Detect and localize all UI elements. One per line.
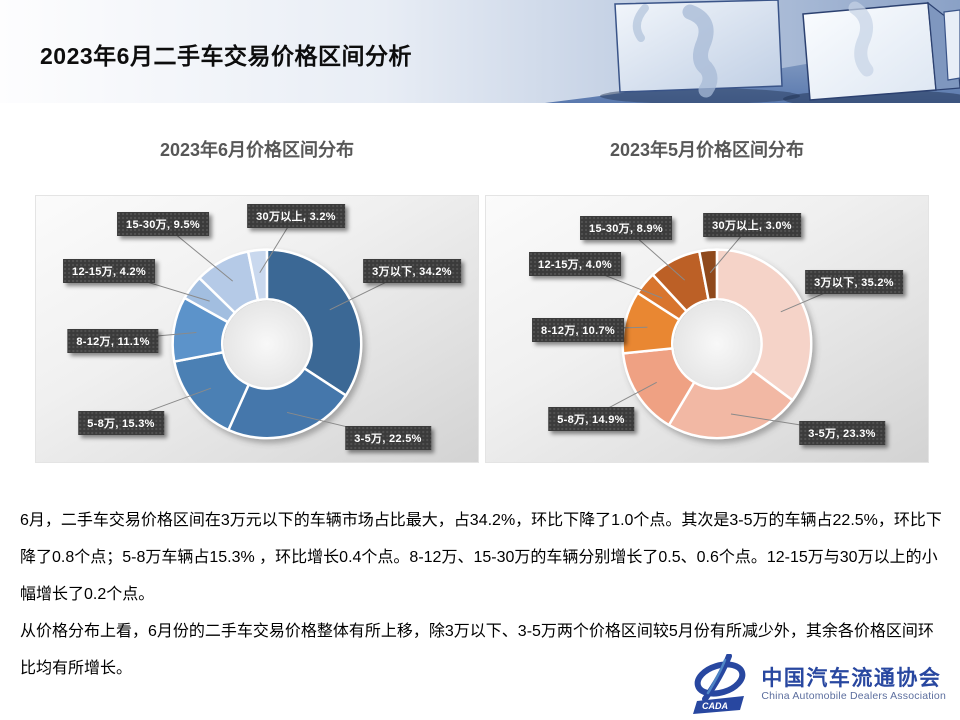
cada-org-name-en: China Automobile Dealers Association	[761, 690, 946, 702]
chart-block-june: 2023年6月价格区间分布 3万以下, 34.2% 3-5万, 22.5% 5-8万…	[35, 103, 479, 473]
slice-label-12-15万: 12-15万, 4.0%	[529, 252, 621, 276]
donut-hole	[673, 300, 761, 388]
donut-slice-3-5万	[227, 367, 348, 440]
cada-logo-icon: CADA	[693, 654, 746, 714]
donut-chart	[108, 215, 411, 440]
slice-label-8-12万: 8-12万, 11.1%	[67, 329, 159, 353]
donut-chart	[574, 224, 853, 440]
slice-label-12-15万: 12-15万, 4.2%	[63, 259, 155, 283]
chart-panel-june: 3万以下, 34.2% 3-5万, 22.5% 5-8万, 15.3% 8-12万, …	[35, 195, 479, 463]
chart-row: 2023年6月价格区间分布 3万以下, 34.2% 3-5万, 22.5% 5-8万…	[0, 103, 960, 478]
donut-slice-3-5万	[667, 369, 794, 440]
slice-label-8-12万: 8-12万, 10.7%	[532, 318, 624, 342]
slice-label-30万以上: 30万以上, 3.0%	[703, 213, 801, 237]
donut-hole	[223, 300, 311, 388]
chart-title-june: 2023年6月价格区间分布	[159, 140, 355, 160]
slice-label-15-30万: 15-30万, 8.9%	[580, 216, 672, 240]
donut-slice-30万以上	[698, 248, 719, 302]
header: 2023年6月二手车交易价格区间分析	[0, 0, 960, 103]
analysis-text: 6月，二手车交易价格区间在3万元以下的车辆市场占比最大，占34.2%，环比下降了…	[20, 502, 942, 687]
cada-org-name-cn: 中国汽车流通协会	[761, 666, 942, 690]
slice-label-5-8万: 5-8万, 15.3%	[78, 411, 164, 435]
slice-label-15-30万: 15-30万, 9.5%	[117, 212, 209, 236]
cada-logo: CADA 中国汽车流通协会 China Automobile Dealers A…	[691, 654, 946, 714]
analysis-paragraph-1: 6月，二手车交易价格区间在3万元以下的车辆市场占比最大，占34.2%，环比下降了…	[20, 512, 942, 603]
analysis-paragraph-2: 从价格分布上看，6月份的二手车交易价格整体有所上移，除3万以下、3-5万两个价格…	[20, 623, 934, 677]
slice-label-3-5万: 3-5万, 22.5%	[345, 426, 431, 450]
chart-title-may: 2023年5月价格区间分布	[609, 140, 805, 160]
donut-slice-30万以上	[246, 248, 269, 302]
slice-label-5-8万: 5-8万, 14.9%	[548, 407, 634, 431]
slice-label-3-5万: 3-5万, 23.3%	[799, 421, 885, 445]
slice-label-3万以下: 3万以下, 34.2%	[363, 259, 461, 283]
header-cubes-decoration	[0, 0, 960, 103]
slice-label-3万以下: 3万以下, 35.2%	[805, 270, 903, 294]
page-title: 2023年6月二手车交易价格区间分析	[40, 43, 412, 69]
slice-label-30万以上: 30万以上, 3.2%	[247, 204, 345, 228]
chart-panel-may: 3万以下, 35.2% 3-5万, 23.3% 5-8万, 14.9% 8-12万, …	[485, 195, 929, 463]
donut-slice-3万以下	[265, 248, 363, 397]
donut-slice-3万以下	[715, 248, 813, 402]
chart-block-may: 2023年5月价格区间分布 3万以下, 35.2% 3-5万, 23.3% 5-8万…	[485, 103, 929, 473]
cada-logo-text: 中国汽车流通协会 China Automobile Dealers Associ…	[761, 666, 946, 702]
cada-mark-text: CADA	[702, 701, 728, 711]
